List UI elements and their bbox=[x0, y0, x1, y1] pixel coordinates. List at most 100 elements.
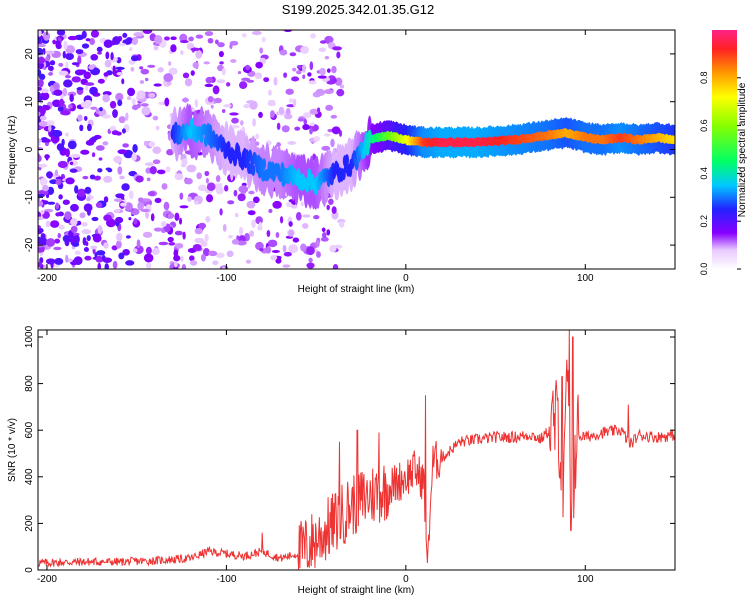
heatmap-noise-blob bbox=[67, 35, 78, 41]
heatmap-noise-blob bbox=[104, 263, 109, 269]
heatmap-noise-blob bbox=[222, 223, 227, 232]
heatmap-noise-blob bbox=[321, 145, 331, 151]
heatmap-noise-blob bbox=[300, 46, 309, 54]
heatmap-noise-blob bbox=[131, 98, 136, 106]
heatmap-noise-blob bbox=[231, 124, 240, 129]
heatmap-noise-blob bbox=[56, 143, 65, 152]
heatmap-noise-blob bbox=[282, 244, 287, 253]
heatmap-noise-blob bbox=[92, 234, 102, 243]
heatmap-noise-blob bbox=[140, 208, 151, 213]
heatmap-noise-blob bbox=[67, 140, 77, 150]
heatmap-noise-blob bbox=[206, 194, 214, 203]
heatmap-noise-blob bbox=[57, 232, 62, 239]
heatmap-noise-blob bbox=[65, 177, 75, 185]
heatmap-noise-blob bbox=[259, 247, 264, 252]
heatmap-noise-blob bbox=[238, 185, 249, 193]
heatmap-noise-blob bbox=[137, 201, 144, 211]
heatmap-noise-blob bbox=[207, 37, 214, 44]
heatmap-noise-blob bbox=[84, 186, 92, 194]
heatmap-noise-blob bbox=[129, 47, 133, 52]
heatmap-noise-blob bbox=[186, 164, 197, 173]
heatmap-noise-blob bbox=[96, 250, 106, 256]
heatmap-noise-blob bbox=[259, 47, 264, 54]
heatmap-noise-blob bbox=[234, 212, 239, 218]
heatmap-noise-blob bbox=[77, 188, 86, 198]
heatmap-noise-blob bbox=[336, 51, 341, 59]
heatmap-noise-blob bbox=[164, 97, 170, 107]
heatmap-noise-blob bbox=[70, 203, 79, 212]
heatmap-noise-blob bbox=[86, 235, 91, 242]
heatmap-noise-blob bbox=[198, 222, 207, 229]
heatmap-noise-blob bbox=[167, 236, 174, 243]
heatmap-noise-blob bbox=[241, 33, 247, 38]
heatmap-noise-blob bbox=[319, 67, 326, 76]
heatmap-noise-blob bbox=[315, 239, 320, 248]
heatmap-noise-blob bbox=[131, 152, 137, 161]
heatmap-noise-blob bbox=[240, 120, 244, 126]
heatmap-noise-blob bbox=[166, 149, 174, 156]
heatmap-noise-blob bbox=[56, 30, 66, 36]
heatmap-noise-blob bbox=[192, 243, 202, 251]
y-tick-label: 400 bbox=[24, 468, 35, 485]
snr-ylabel: SNR (10 * v/v) bbox=[7, 418, 18, 482]
heatmap-noise-blob bbox=[58, 194, 63, 200]
heatmap-noise-blob bbox=[59, 98, 64, 108]
heatmap-noise-blob bbox=[195, 49, 203, 59]
heatmap-noise-blob bbox=[102, 114, 111, 119]
heatmap-noise-blob bbox=[307, 72, 312, 77]
heatmap-noise-blob bbox=[63, 40, 68, 50]
heatmap-noise-blob bbox=[125, 235, 131, 239]
heatmap-noise-blob bbox=[173, 254, 181, 262]
heatmap-noise-blob bbox=[286, 201, 292, 208]
y-tick-label: 0 bbox=[24, 146, 35, 152]
heatmap-noise-blob bbox=[115, 92, 124, 102]
heatmap-noise-blob bbox=[71, 76, 81, 83]
heatmap-noise-blob bbox=[97, 168, 103, 173]
heatmap-noise-blob bbox=[90, 136, 98, 141]
heatmap-noise-blob bbox=[283, 72, 288, 78]
heatmap-noise-blob bbox=[255, 133, 259, 140]
heatmap-noise-blob bbox=[248, 190, 255, 195]
heatmap-noise-blob bbox=[81, 43, 90, 49]
heatmap-noise-blob bbox=[38, 43, 47, 48]
heatmap-noise-blob bbox=[164, 36, 170, 41]
heatmap-noise-blob bbox=[117, 166, 123, 175]
heatmap-noise-blob bbox=[97, 51, 102, 55]
heatmap-noise-blob bbox=[320, 236, 329, 242]
heatmap-noise-blob bbox=[68, 104, 73, 109]
heatmap-noise-blob bbox=[324, 133, 331, 137]
heatmap-noise-blob bbox=[322, 231, 327, 239]
heatmap-noise-blob bbox=[228, 234, 233, 239]
heatmap-noise-blob bbox=[230, 59, 237, 63]
heatmap-noise-blob bbox=[300, 201, 304, 207]
heatmap-noise-blob bbox=[204, 31, 214, 37]
heatmap-noise-blob bbox=[212, 260, 219, 266]
heatmap-noise-blob bbox=[328, 198, 334, 205]
heatmap-noise-blob bbox=[221, 109, 226, 114]
heatmap-noise-blob bbox=[112, 109, 118, 118]
heatmap-noise-blob bbox=[309, 108, 319, 115]
heatmap-ylabel: Frequency (Hz) bbox=[7, 116, 18, 185]
heatmap-noise-blob bbox=[297, 118, 304, 122]
heatmap-noise-blob bbox=[65, 148, 70, 158]
heatmap-noise-blob bbox=[75, 49, 84, 55]
heatmap-noise-blob bbox=[65, 52, 74, 61]
heatmap-noise-blob bbox=[192, 61, 199, 69]
heatmap-noise-blob bbox=[43, 31, 51, 41]
heatmap-noise-blob bbox=[339, 84, 345, 89]
heatmap-ridge-cell bbox=[262, 158, 267, 170]
heatmap-noise-blob bbox=[200, 253, 206, 262]
heatmap-noise-blob bbox=[163, 73, 174, 83]
heatmap-noise-blob bbox=[105, 51, 110, 60]
heatmap-noise-blob bbox=[45, 220, 51, 228]
heatmap-noise-blob bbox=[197, 151, 203, 156]
heatmap-noise-blob bbox=[85, 99, 93, 107]
heatmap-noise-blob bbox=[326, 80, 336, 85]
heatmap-noise-blob bbox=[225, 82, 231, 87]
heatmap-noise-blob bbox=[154, 197, 162, 204]
heatmap-noise-blob bbox=[309, 127, 313, 135]
heatmap-noise-blob bbox=[95, 202, 103, 208]
heatmap-noise-blob bbox=[194, 227, 203, 235]
heatmap-noise-blob bbox=[118, 252, 125, 260]
heatmap-noise-blob bbox=[181, 158, 188, 166]
